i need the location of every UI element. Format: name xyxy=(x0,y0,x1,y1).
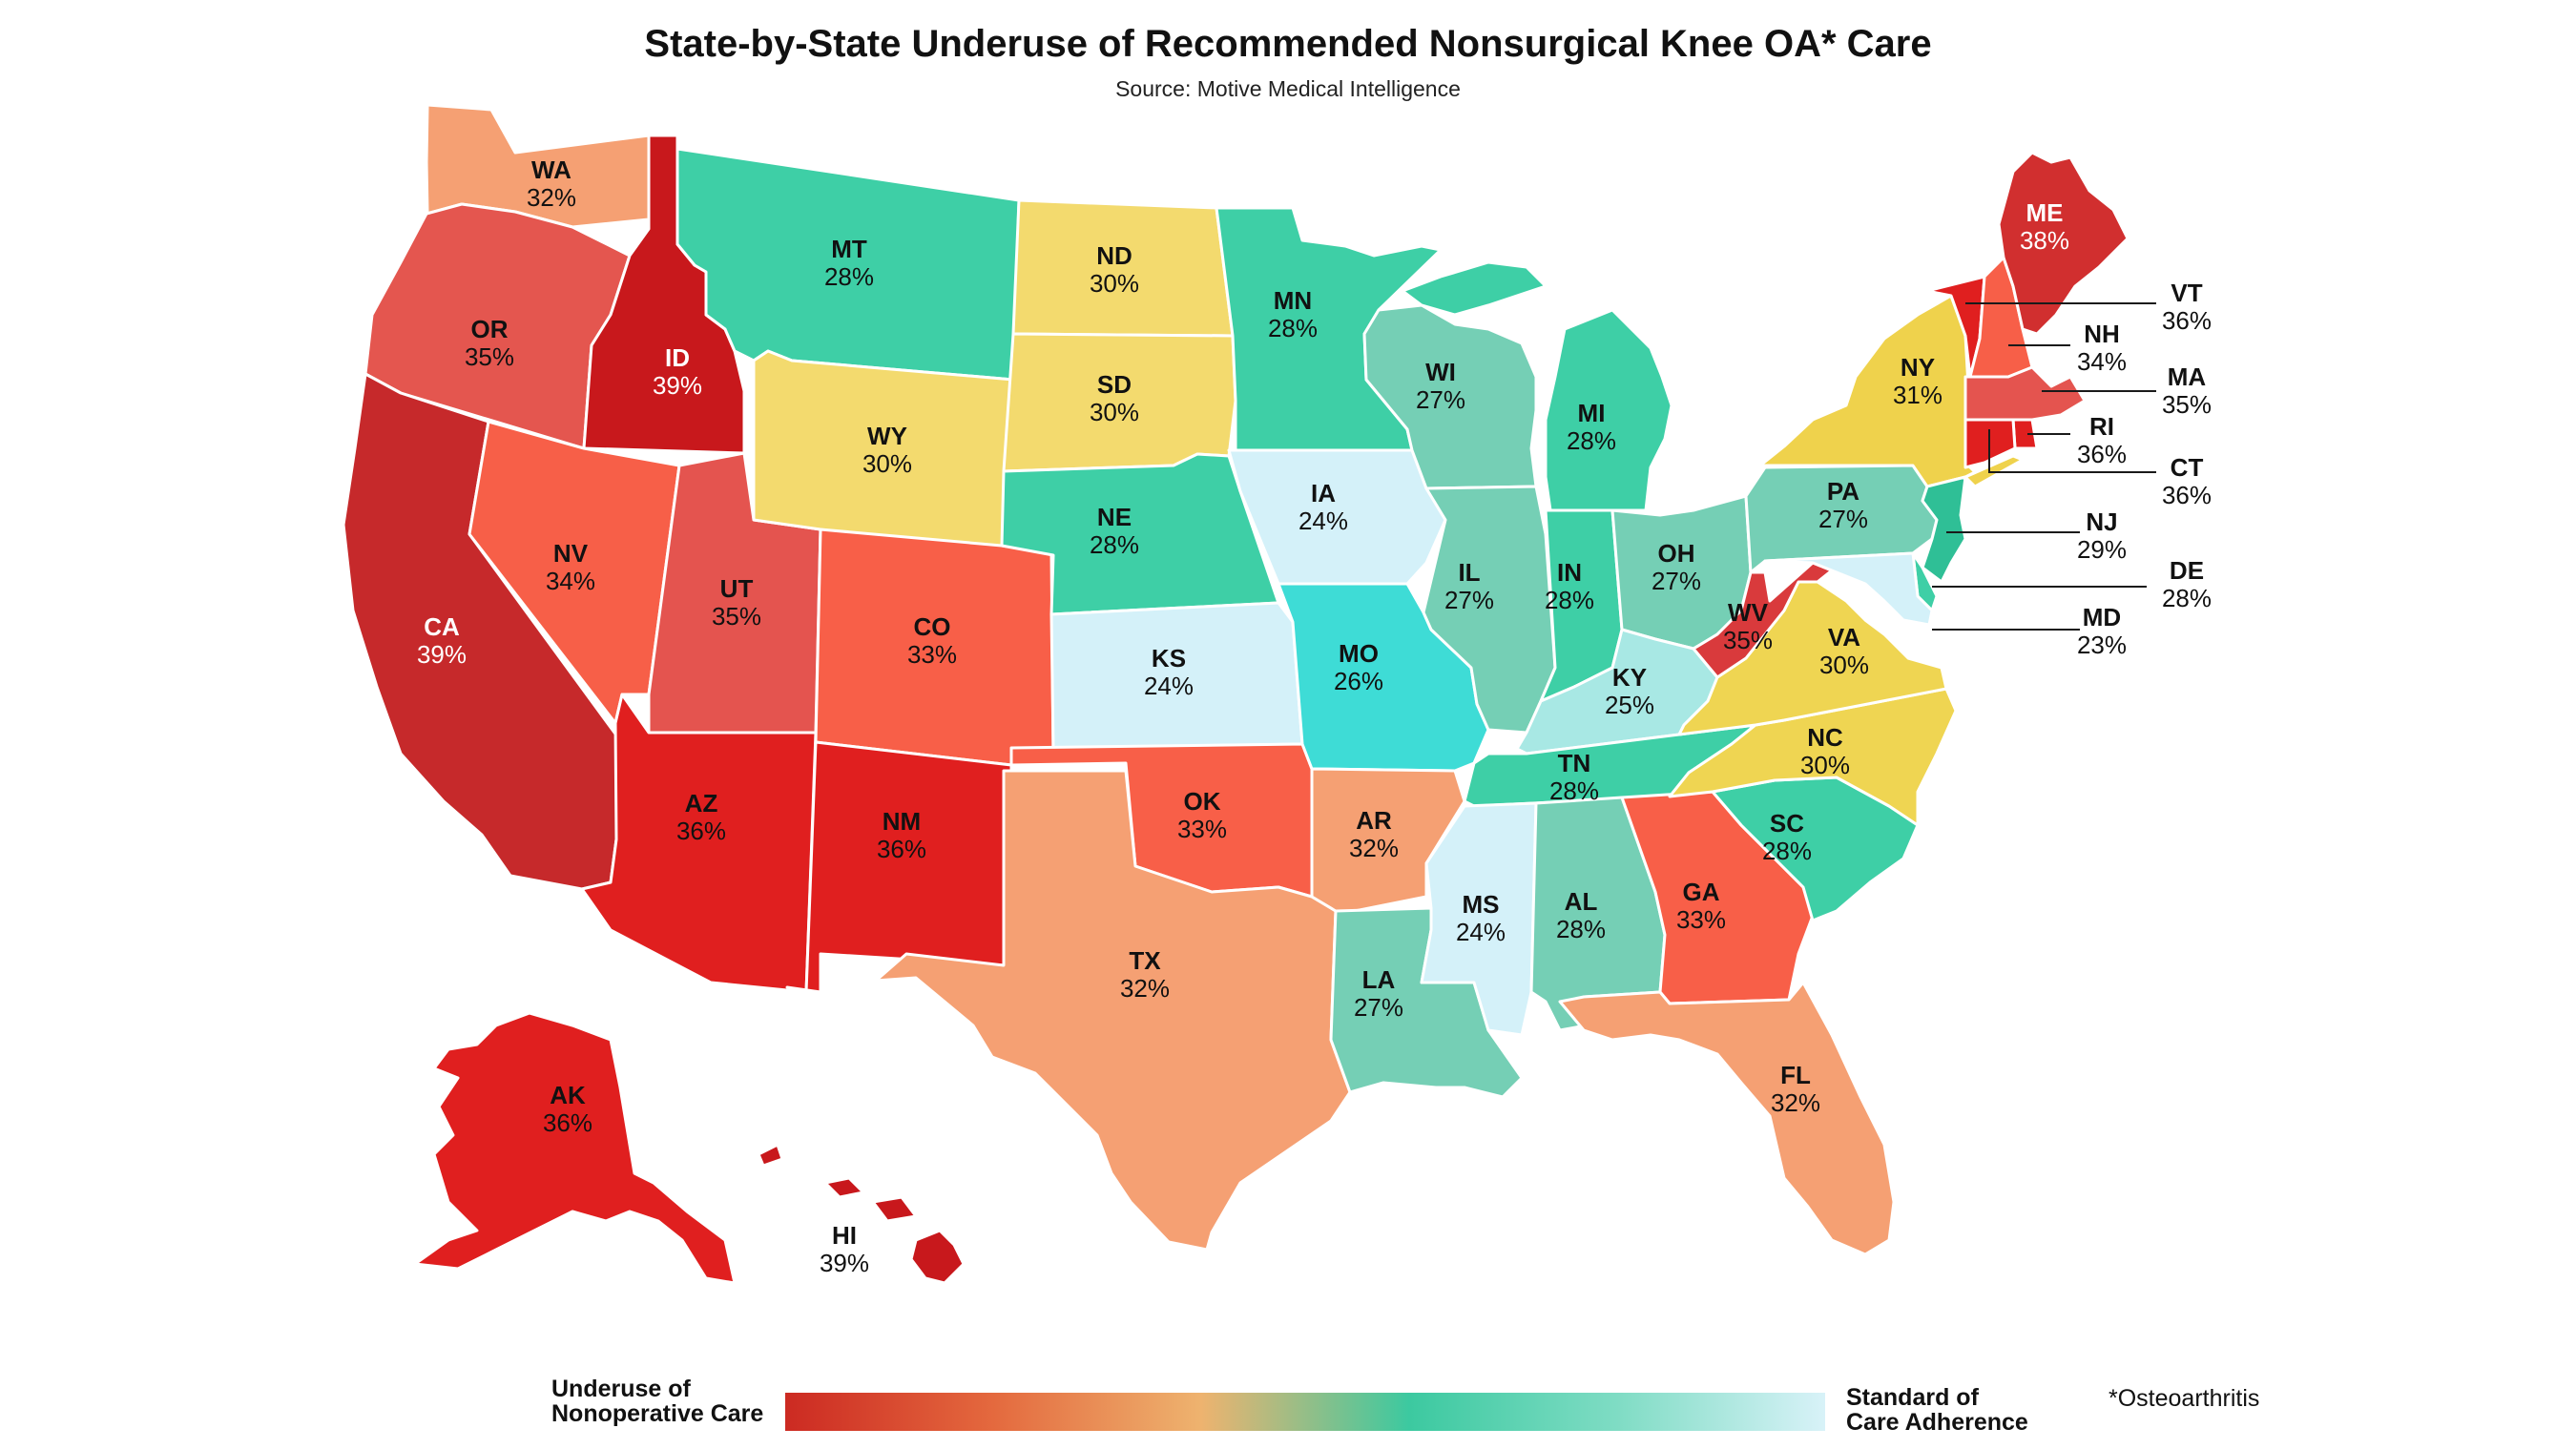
label-AL: AL 28% xyxy=(1555,886,1607,943)
label-WA: WA 32% xyxy=(526,155,577,212)
label-DE: DE 28% xyxy=(2161,555,2212,612)
leader-CT xyxy=(1988,429,2156,473)
label-OK: OK 33% xyxy=(1176,786,1228,843)
label-ME: ME 38% xyxy=(2019,197,2070,255)
state-NV[interactable] xyxy=(467,420,681,725)
label-VT: VT 36% xyxy=(2161,278,2212,335)
label-UT: UT 35% xyxy=(711,573,762,631)
label-AZ: AZ 36% xyxy=(675,788,727,845)
label-ID: ID 39% xyxy=(652,342,703,400)
label-IA: IA 24% xyxy=(1298,478,1349,535)
state-FL[interactable] xyxy=(1558,981,1896,1256)
label-AR: AR 32% xyxy=(1348,805,1400,862)
state-VA[interactable] xyxy=(1677,580,1948,736)
label-TX: TX 32% xyxy=(1119,945,1171,1003)
label-MO: MO 26% xyxy=(1333,638,1384,695)
label-WI: WI 27% xyxy=(1415,357,1466,414)
label-RI: RI 36% xyxy=(2076,411,2128,468)
label-CO: CO 33% xyxy=(906,611,958,669)
label-VA: VA 30% xyxy=(1818,622,1870,679)
label-GA: GA 33% xyxy=(1675,877,1727,934)
state-NC[interactable] xyxy=(1668,687,1958,827)
legend-right-label: Standard of Care Adherence xyxy=(1846,1384,2028,1437)
label-OH: OH 27% xyxy=(1651,538,1702,595)
state-TX[interactable] xyxy=(874,769,1352,1252)
label-AK: AK 36% xyxy=(542,1080,593,1137)
label-LA: LA 27% xyxy=(1353,964,1404,1022)
label-NJ: NJ 29% xyxy=(2076,507,2128,564)
label-NY: NY 31% xyxy=(1892,352,1943,409)
label-CT: CT 36% xyxy=(2161,452,2212,509)
label-WY: WY 30% xyxy=(862,421,913,478)
label-SC: SC 28% xyxy=(1761,808,1813,865)
label-MD: MD 23% xyxy=(2076,602,2128,659)
label-MT: MT 28% xyxy=(823,234,875,291)
label-WV: WV 35% xyxy=(1722,597,1774,654)
label-IN: IN 28% xyxy=(1544,557,1595,614)
label-MA: MA 35% xyxy=(2161,362,2212,419)
label-IL: IL 27% xyxy=(1444,557,1495,614)
label-FL: FL 32% xyxy=(1770,1060,1821,1117)
label-NV: NV 34% xyxy=(545,538,596,595)
label-TN: TN 28% xyxy=(1548,748,1600,805)
legend-left-label: Underuse of Nonoperative Care xyxy=(551,1376,764,1428)
footnote: *Osteoarthritis xyxy=(2109,1385,2260,1412)
legend-gradient-bar xyxy=(785,1393,1825,1431)
state-HI[interactable] xyxy=(757,1143,966,1285)
label-MS: MS 24% xyxy=(1455,889,1506,946)
state-IL[interactable] xyxy=(1422,485,1557,735)
label-HI: HI 39% xyxy=(819,1220,870,1277)
label-MN: MN 28% xyxy=(1267,285,1319,342)
label-NC: NC 30% xyxy=(1799,722,1851,779)
label-KY: KY 25% xyxy=(1604,662,1655,719)
state-MI[interactable] xyxy=(1401,260,1673,512)
label-KS: KS 24% xyxy=(1143,643,1195,700)
state-NM[interactable] xyxy=(785,740,1013,994)
label-NE: NE 28% xyxy=(1089,502,1140,559)
label-MI: MI 28% xyxy=(1566,398,1617,455)
state-ME[interactable] xyxy=(1997,151,2129,336)
chart-title: State-by-State Underuse of Recommended N… xyxy=(644,23,1932,65)
label-CA: CA 39% xyxy=(416,611,467,669)
label-NH: NH 34% xyxy=(2076,319,2128,376)
label-SD: SD 30% xyxy=(1089,369,1140,426)
state-WI[interactable] xyxy=(1362,303,1538,490)
label-OR: OR 35% xyxy=(464,314,515,371)
chart-subtitle: Source: Motive Medical Intelligence xyxy=(1115,76,1461,101)
state-AK[interactable] xyxy=(413,1011,737,1285)
label-NM: NM 36% xyxy=(876,806,927,863)
label-PA: PA 27% xyxy=(1818,476,1869,533)
state-NE[interactable] xyxy=(1000,452,1280,616)
label-ND: ND 30% xyxy=(1089,240,1140,298)
state-NJ[interactable] xyxy=(1921,475,1967,584)
state-MD[interactable] xyxy=(1763,551,1934,627)
